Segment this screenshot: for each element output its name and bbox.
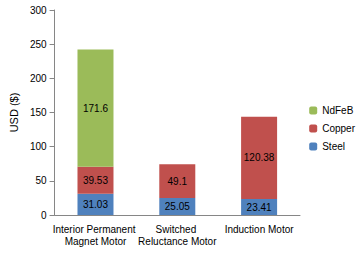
svg-text:USD ($): USD ($) <box>8 93 20 133</box>
svg-text:0: 0 <box>41 210 47 221</box>
svg-text:Induction Motor: Induction Motor <box>225 224 295 235</box>
svg-text:31.03: 31.03 <box>83 199 108 210</box>
svg-text:300: 300 <box>30 5 47 16</box>
svg-text:Interior Permanent: Interior Permanent <box>53 224 139 235</box>
svg-text:100: 100 <box>30 141 47 152</box>
svg-text:39.53: 39.53 <box>83 175 108 186</box>
svg-text:NdFeB: NdFeB <box>322 105 353 116</box>
svg-text:25.05: 25.05 <box>165 201 190 212</box>
svg-text:171.6: 171.6 <box>83 103 108 114</box>
svg-text:23.41: 23.41 <box>247 202 272 213</box>
svg-text:Copper: Copper <box>322 123 355 134</box>
svg-text:250: 250 <box>30 39 47 50</box>
svg-text:Reluctance Motor: Reluctance Motor <box>138 236 217 247</box>
svg-text:120.38: 120.38 <box>244 152 275 163</box>
svg-text:Magnet Motor: Magnet Motor <box>65 236 127 247</box>
svg-text:50: 50 <box>35 175 47 186</box>
svg-text:Switched: Switched <box>156 224 199 235</box>
svg-text:150: 150 <box>30 107 47 118</box>
svg-text:49.1: 49.1 <box>168 176 188 187</box>
svg-text:Steel: Steel <box>322 141 345 152</box>
svg-text:200: 200 <box>30 73 47 84</box>
